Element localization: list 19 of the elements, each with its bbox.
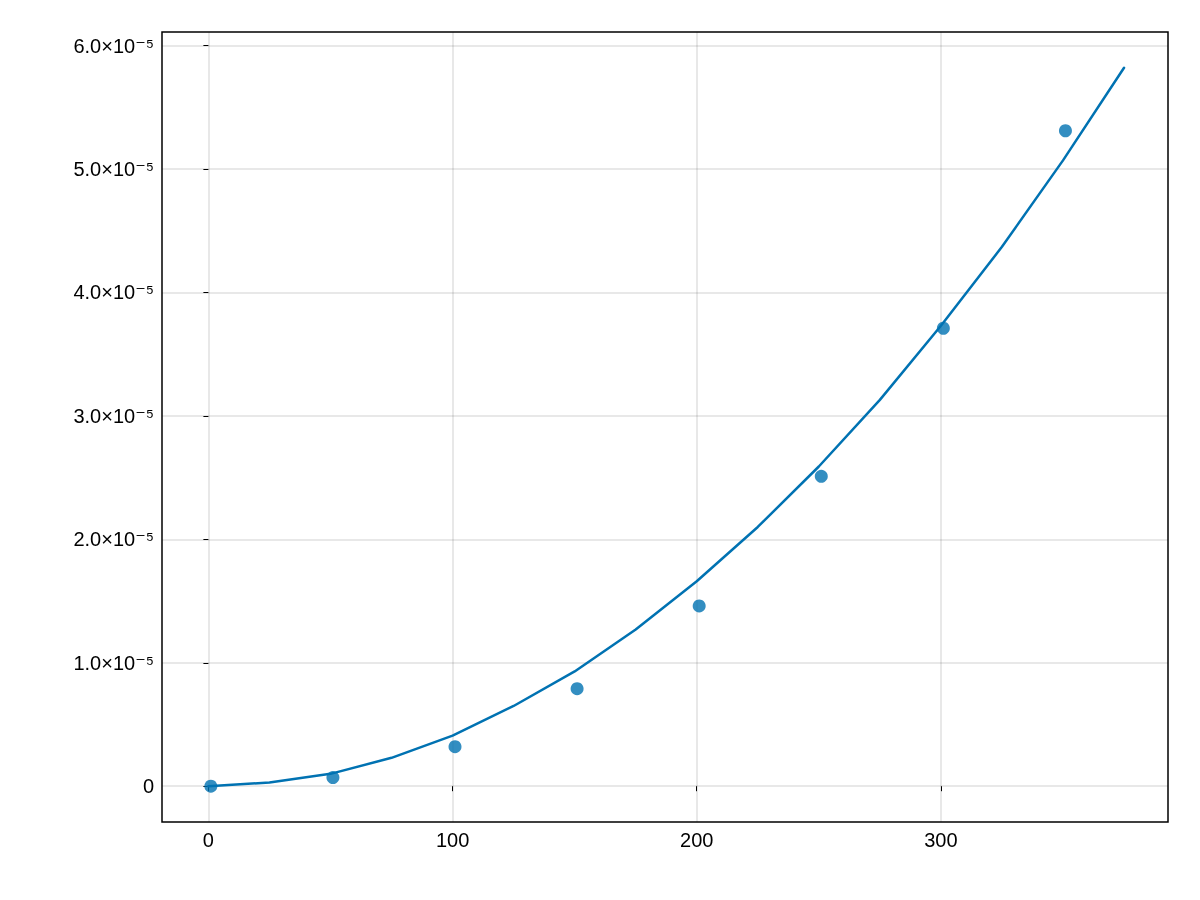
y-tick-label: 0: [142, 775, 154, 798]
x-tick-label: 100: [435, 829, 470, 851]
point: [1058, 124, 1072, 138]
y-tick-label: 5.0×10⁻⁵: [73, 158, 154, 181]
point: [570, 682, 584, 696]
point: [692, 599, 706, 613]
point: [326, 771, 340, 785]
point: [448, 740, 462, 754]
point: [936, 321, 950, 335]
point: [204, 779, 218, 793]
point: [814, 469, 828, 483]
y-tick-label: 1.0×10⁻⁵: [73, 651, 154, 674]
y-tick-label: 4.0×10⁻⁵: [73, 281, 154, 304]
y-tick-label: 6.0×10⁻⁵: [73, 34, 154, 57]
y-tick-label: 3.0×10⁻⁵: [73, 404, 154, 427]
x-tick-label: 200: [680, 829, 714, 851]
y-tick-label: 2.0×10⁻⁵: [73, 528, 154, 551]
x-tick-label: 300: [924, 829, 958, 851]
x-tick-label: 0: [202, 829, 214, 851]
